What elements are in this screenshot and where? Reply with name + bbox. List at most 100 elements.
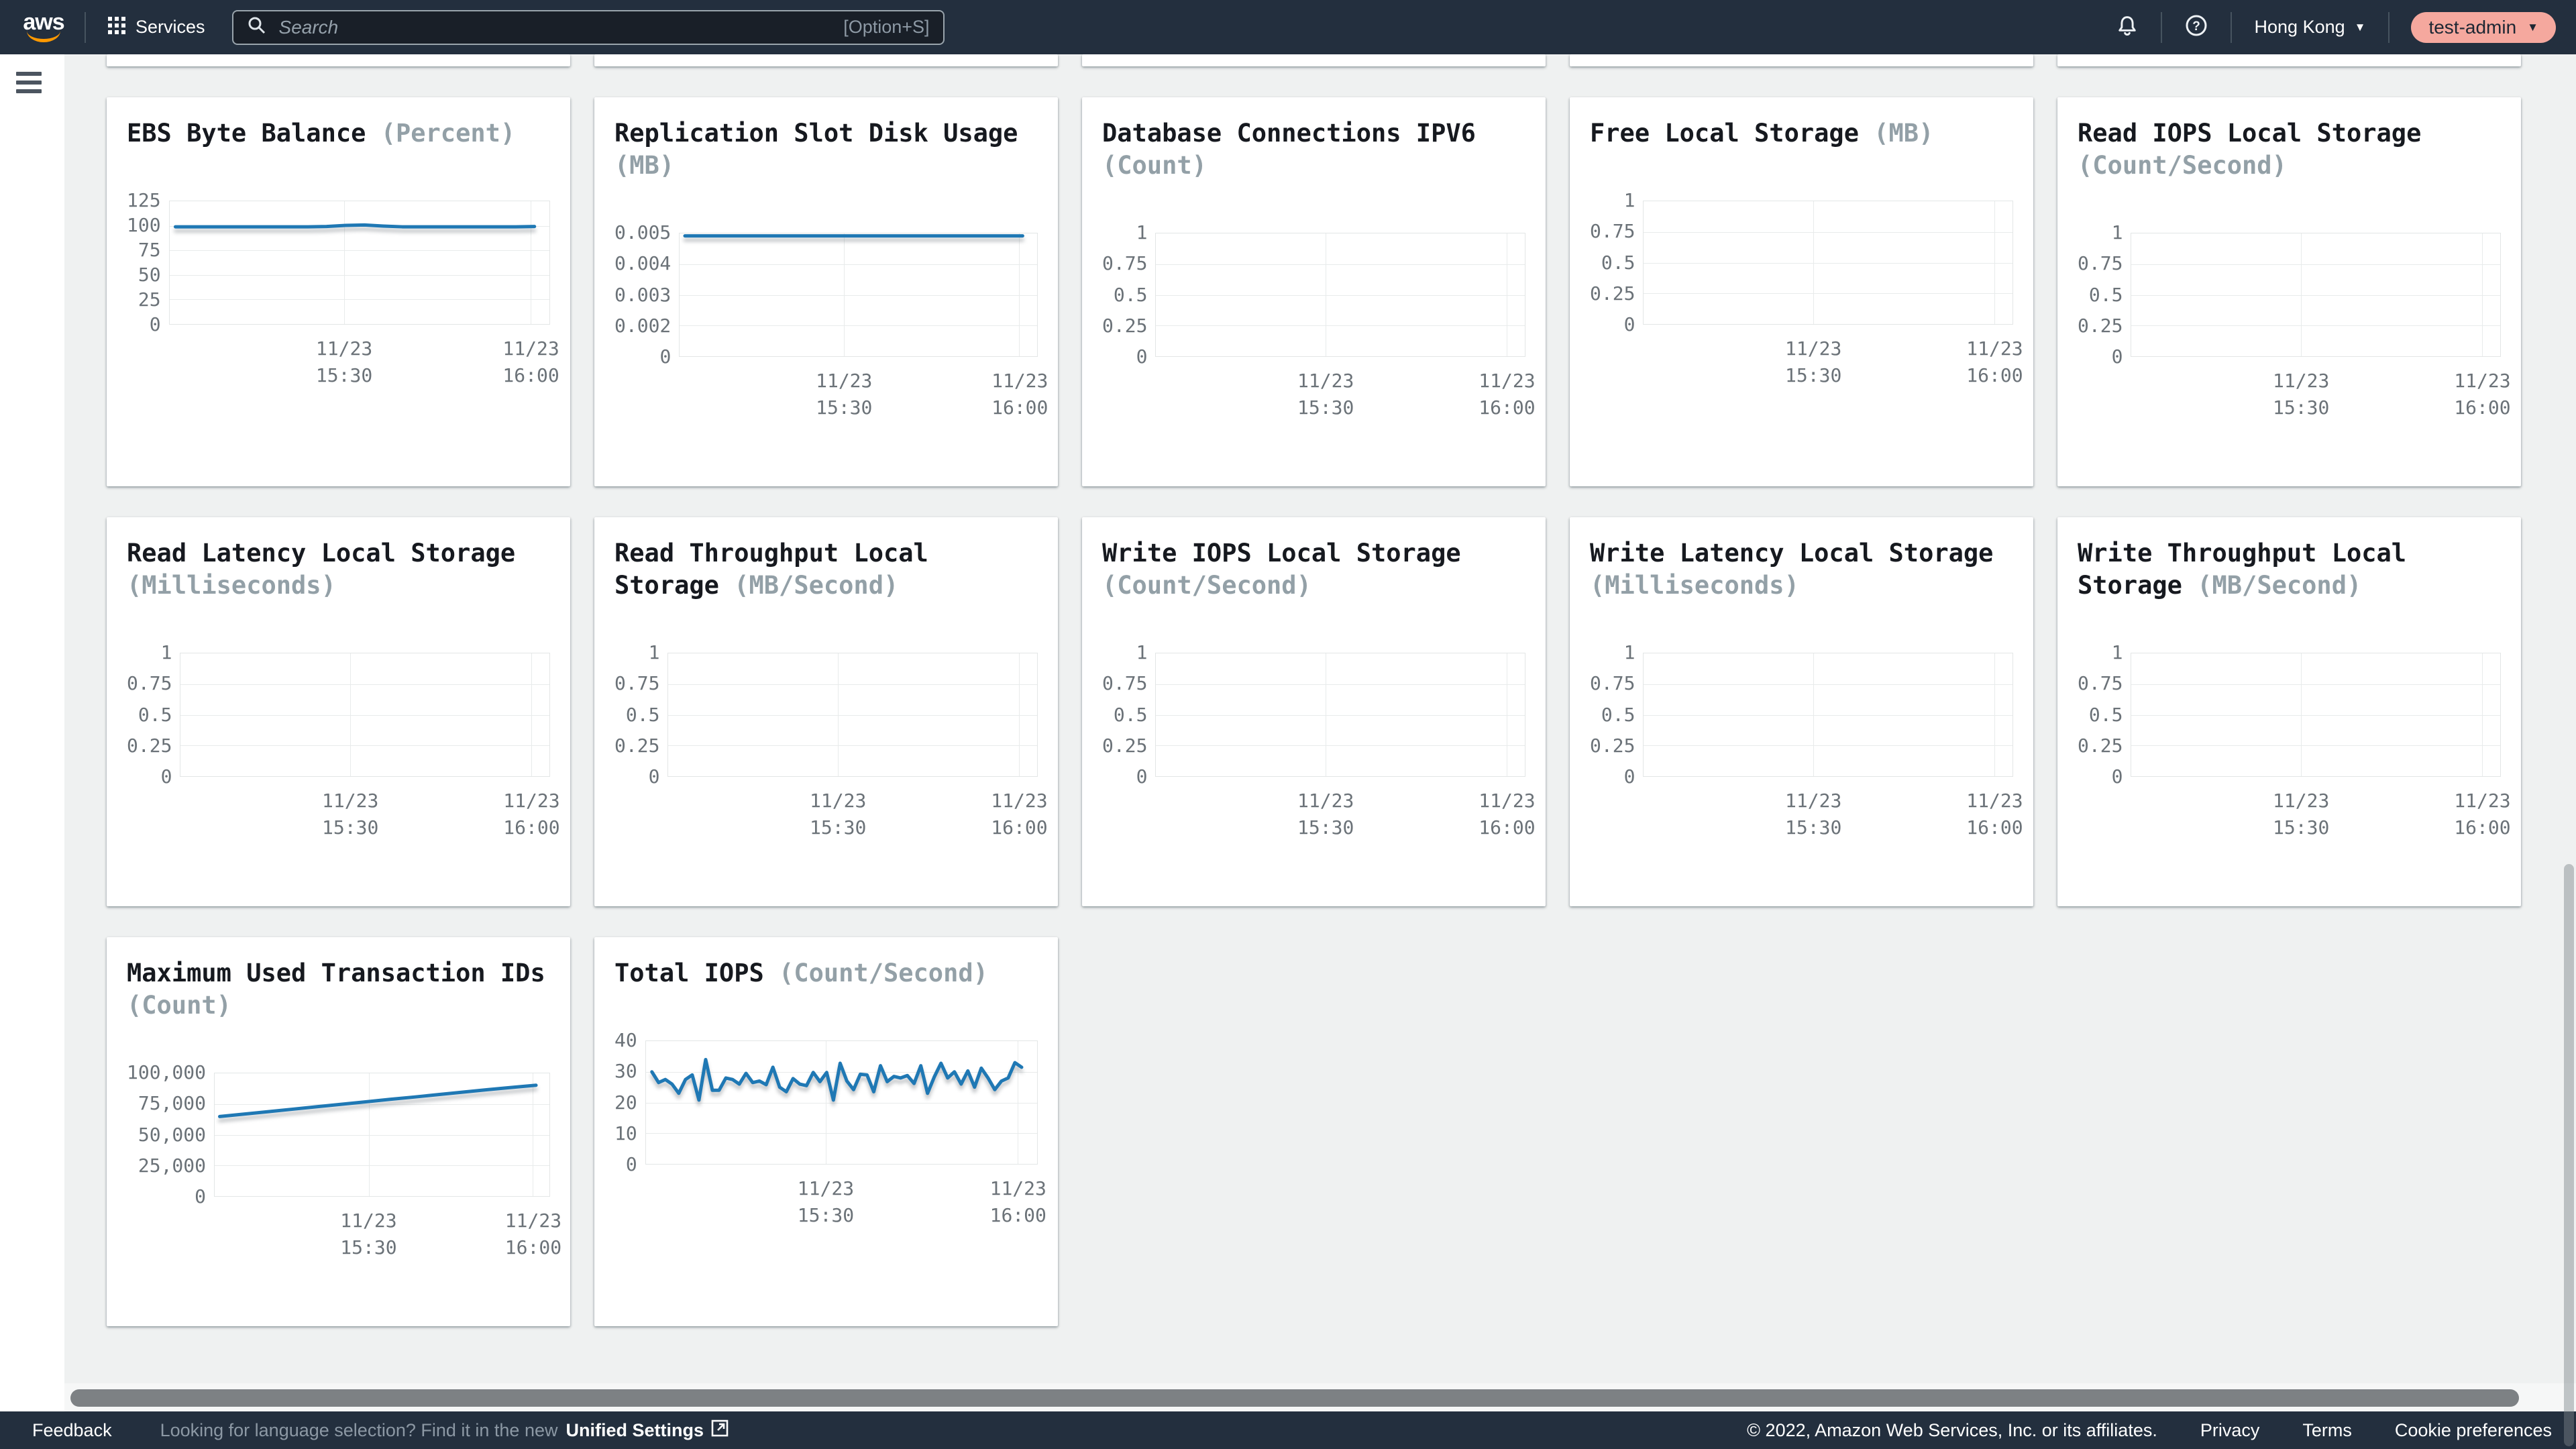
plot-area[interactable] — [2131, 233, 2501, 357]
x-axis-label: 11/2316:00 — [1966, 335, 2023, 389]
gridline — [1156, 295, 1525, 296]
account-menu-button[interactable]: test-admin ▼ — [2411, 12, 2556, 43]
y-axis-labels: 1251007550250 — [127, 191, 161, 335]
cut-off-card — [2057, 54, 2521, 66]
x-axis-label: 11/2316:00 — [2454, 368, 2510, 421]
svg-text:?: ? — [2192, 19, 2200, 34]
gridline — [1019, 653, 1020, 776]
chart-unit-text: (MB) — [614, 151, 674, 180]
feedback-link[interactable]: Feedback — [32, 1420, 112, 1441]
chart-card: Database Connections IPV6 (Count) 10.750… — [1082, 97, 1546, 486]
plot-area[interactable] — [679, 233, 1038, 357]
chart-title: Replication Slot Disk Usage (MB) — [614, 117, 1038, 182]
y-axis-labels: 10.750.50.250 — [1102, 643, 1147, 787]
chart-card: Free Local Storage (MB) 10.750.50.250 11… — [1570, 97, 2033, 486]
plot-area[interactable] — [214, 1073, 550, 1197]
region-selector[interactable]: Hong Kong ▼ — [2235, 17, 2386, 38]
y-axis-labels: 10.750.50.250 — [2078, 223, 2123, 367]
search-box[interactable]: [Option+S] — [232, 10, 945, 45]
y-axis-labels: 10.750.50.250 — [614, 643, 659, 787]
data-line-chart — [680, 233, 1037, 356]
data-line-chart — [646, 1041, 1037, 1164]
copyright-text: © 2022, Amazon Web Services, Inc. or its… — [1747, 1420, 2157, 1441]
plot-wrap: 11/2315:3011/2316:00 — [1643, 653, 2013, 787]
unified-settings-link[interactable]: Unified Settings — [566, 1419, 729, 1442]
services-menu-button[interactable]: Services — [103, 11, 209, 44]
aws-logo[interactable]: aws — [20, 12, 67, 42]
gridline — [2131, 264, 2500, 265]
chart-card: EBS Byte Balance (Percent) 1251007550250… — [107, 97, 570, 486]
x-axis-label: 11/2315:30 — [1785, 788, 1841, 841]
plot-area[interactable] — [1643, 653, 2013, 777]
gridline — [1156, 715, 1525, 716]
unified-settings-label: Unified Settings — [566, 1420, 704, 1441]
main-content: EBS Byte Balance (Percent) 1251007550250… — [64, 54, 2576, 1411]
gridline — [1994, 653, 1995, 776]
chart-area: 10.750.50.250 11/2315:3011/2316:00 — [127, 653, 550, 787]
terms-link[interactable]: Terms — [2302, 1420, 2352, 1441]
plot-area[interactable] — [2131, 653, 2501, 777]
gridline — [2482, 233, 2483, 356]
chart-unit-text: (Percent) — [366, 119, 515, 148]
gridline — [1156, 684, 1525, 685]
region-label: Hong Kong — [2255, 17, 2345, 38]
gridline — [668, 715, 1037, 716]
chart-area: 10.750.50.250 11/2315:3011/2316:00 — [1102, 653, 1525, 787]
services-label: Services — [136, 17, 205, 38]
x-axis-label: 11/2315:30 — [1297, 788, 1354, 841]
hamburger-menu-icon[interactable] — [16, 72, 42, 93]
help-button[interactable]: ? — [2165, 13, 2228, 42]
plot-area[interactable] — [645, 1040, 1038, 1165]
gridline — [2131, 745, 2500, 746]
chart-title-text: Read Latency Local Storage — [127, 539, 515, 568]
chart-area: 10.750.50.250 11/2315:3011/2316:00 — [614, 653, 1038, 787]
cookie-preferences-link[interactable]: Cookie preferences — [2395, 1420, 2552, 1441]
x-axis-label: 11/2315:30 — [798, 1175, 854, 1229]
nav-divider — [85, 12, 86, 43]
charts-grid: EBS Byte Balance (Percent) 1251007550250… — [107, 54, 2576, 1326]
y-axis-labels: 10.750.50.250 — [1102, 223, 1147, 367]
plot-wrap: 11/2315:3011/2316:00 — [667, 653, 1038, 787]
x-axis-label: 11/2316:00 — [991, 788, 1047, 841]
x-axis-label: 11/2315:30 — [322, 788, 378, 841]
gridline — [668, 684, 1037, 685]
plot-area[interactable] — [180, 653, 550, 777]
plot-area[interactable] — [1643, 201, 2013, 325]
gridline — [180, 715, 549, 716]
x-axis-label: 11/2316:00 — [990, 1175, 1046, 1229]
chart-card: Write Latency Local Storage (Millisecond… — [1570, 517, 2033, 906]
plot-area[interactable] — [667, 653, 1038, 777]
privacy-link[interactable]: Privacy — [2200, 1420, 2260, 1441]
chart-unit-text: (Count) — [127, 991, 231, 1020]
gridline — [2131, 295, 2500, 296]
plot-area[interactable] — [169, 201, 550, 325]
gridline — [2301, 233, 2302, 356]
chart-title: Write Latency Local Storage (Millisecond… — [1590, 537, 2013, 602]
chart-unit-text: (MB) — [1859, 119, 1933, 148]
x-axis-label: 11/2316:00 — [1479, 368, 1535, 421]
chart-card: Read Latency Local Storage (Milliseconds… — [107, 517, 570, 906]
plot-wrap: 11/2315:3011/2316:00 — [2131, 233, 2501, 367]
gridline — [2131, 325, 2500, 326]
aws-logo-text: aws — [23, 12, 64, 32]
plot-area[interactable] — [1155, 653, 1525, 777]
plot-area[interactable] — [1155, 233, 1525, 357]
search-icon — [247, 15, 267, 39]
search-input[interactable] — [278, 16, 844, 39]
x-axis-label: 11/2315:30 — [2273, 788, 2329, 841]
chart-unit-text: (Count/Second) — [1102, 571, 1311, 600]
chart-title: Database Connections IPV6 (Count) — [1102, 117, 1525, 182]
language-hint-text: Looking for language selection? Find it … — [160, 1420, 558, 1441]
chart-unit-text: (Milliseconds) — [127, 571, 336, 600]
horizontal-scrollbar-thumb[interactable] — [70, 1389, 2519, 1407]
plot-wrap: 11/2315:3011/2316:00 — [645, 1040, 1038, 1175]
vertical-scrollbar-thumb[interactable] — [2564, 864, 2574, 1446]
chart-card: Total IOPS (Count/Second) 403020100 11/2… — [594, 937, 1058, 1326]
notifications-button[interactable] — [2096, 13, 2158, 41]
chart-card: Write Throughput Local Storage (MB/Secon… — [2057, 517, 2521, 906]
gridline — [350, 653, 351, 776]
chart-area: 403020100 11/2315:3011/2316:00 — [614, 1040, 1038, 1175]
chart-card: Write IOPS Local Storage (Count/Second) … — [1082, 517, 1546, 906]
chart-area: 10.750.50.250 11/2315:3011/2316:00 — [1102, 233, 1525, 367]
plot-wrap: 11/2315:3011/2316:00 — [169, 201, 550, 335]
